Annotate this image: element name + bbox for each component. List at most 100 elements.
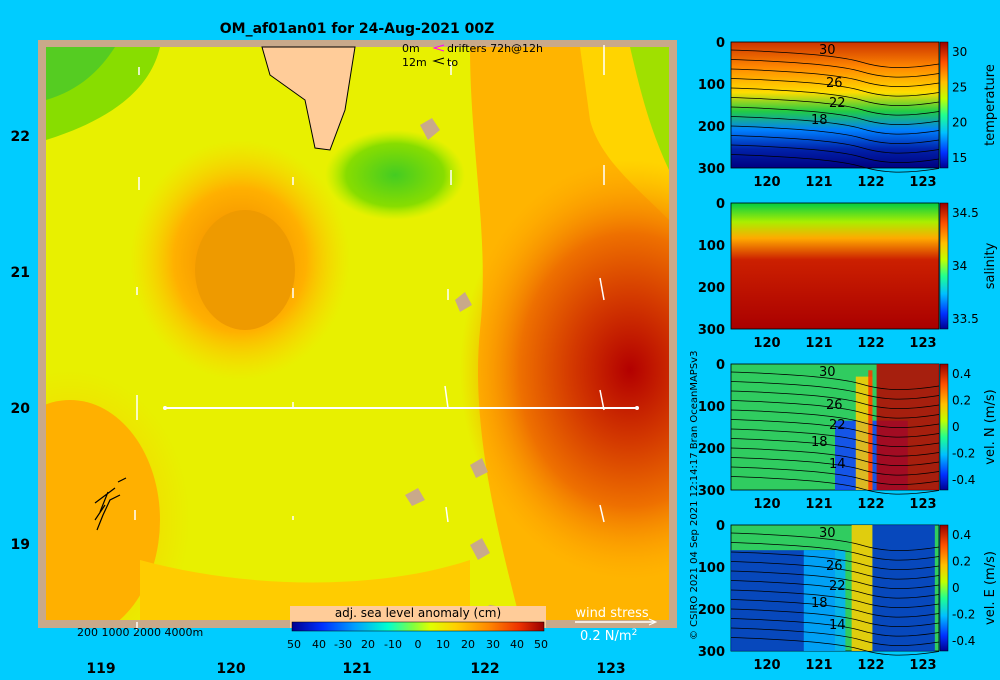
contour-line	[730, 589, 940, 608]
panel-x-tick: 121	[805, 336, 832, 351]
contour-line	[730, 116, 940, 135]
panel-cbar-tick: 0	[952, 420, 960, 434]
panel-x-tick: 120	[753, 336, 780, 351]
panel-y-tick: 300	[698, 645, 725, 660]
panel-colorbar	[939, 363, 949, 491]
colorbar-tick: 10	[436, 638, 450, 651]
panel-cbar-tick: 0.4	[952, 367, 971, 381]
map-y-axis: 22 21 20 19	[11, 129, 31, 553]
map-x-tick: 121	[342, 661, 371, 677]
contour-line	[730, 608, 940, 627]
contour-label: 26	[826, 559, 843, 574]
contour-line	[730, 627, 940, 646]
panel-cbar-tick: 0.2	[952, 394, 971, 408]
panel-label: salinity	[983, 242, 998, 289]
contour-label: 22	[829, 96, 846, 111]
panel-cbar-tick: 0.4	[952, 528, 971, 542]
panel-y-tick: 100	[698, 239, 725, 254]
wind-stress-title: wind stress	[575, 606, 649, 621]
panel-x-tick: 122	[857, 175, 884, 190]
colorbar-gradient	[291, 621, 545, 632]
panel-y-tick: 0	[716, 519, 725, 534]
contour-line	[730, 78, 940, 97]
contour-line	[730, 49, 940, 68]
panel-cbar-tick: -0.4	[952, 473, 975, 487]
drifter-legend-to: to	[447, 56, 458, 69]
colorbar-tick: 20	[361, 638, 375, 651]
panel-cbar-tick: 33.5	[952, 312, 979, 326]
panel-x-tick: 121	[805, 658, 832, 673]
panel-y-tick: 0	[716, 197, 725, 212]
contour-line	[730, 551, 940, 570]
panel-cbar-tick: -0.4	[952, 634, 975, 648]
panel-colorbar	[939, 41, 949, 169]
map-x-tick: 119	[86, 661, 115, 677]
panel-cbar-tick: 25	[952, 80, 967, 94]
panel-x-tick: 121	[805, 175, 832, 190]
contour-line	[730, 561, 940, 580]
contour-label: 26	[826, 398, 843, 413]
panel-cbar-tick: 34	[952, 259, 967, 273]
contour-line	[730, 532, 940, 551]
panel-y-tick: 100	[698, 400, 725, 415]
contour-label: 14	[829, 618, 846, 633]
panel-y-tick: 300	[698, 162, 725, 177]
panel-x-tick: 121	[805, 497, 832, 512]
colorbar-tick: 40	[510, 638, 524, 651]
contour-line	[730, 59, 940, 78]
panel-label: vel. N (m/s)	[983, 389, 998, 464]
panel-colorbar	[939, 202, 949, 330]
panel-y-tick: 100	[698, 561, 725, 576]
panel-colorbar	[939, 524, 949, 652]
panel-cbar-tick: -0.2	[952, 447, 975, 461]
wind-stress-scale: 0.2 N/m2	[580, 628, 637, 644]
contour-line	[730, 371, 940, 390]
contour-line	[730, 466, 940, 485]
panel-y-tick: 200	[698, 603, 725, 618]
contour-line	[730, 570, 940, 589]
panel-salinity: 0 100 200 300 120 121 122 123 34.5 34 33.5 salinity	[698, 197, 998, 351]
contour-line	[730, 97, 940, 116]
colorbar-tick: 50	[287, 638, 301, 651]
panel-x-tick: 120	[753, 497, 780, 512]
panel-field	[730, 41, 940, 169]
map-y-tick: 22	[11, 129, 30, 145]
contour-label: 30	[819, 43, 836, 58]
panel-x-tick: 123	[909, 336, 936, 351]
panel-label: vel. E (m/s)	[983, 551, 998, 625]
contour-line	[730, 618, 940, 637]
contour-line	[730, 390, 940, 409]
colorbar-tick: 50	[534, 638, 548, 651]
copyright-label: © CSIRO 2021 04 Sep 2021 12:14:17 Bran O…	[689, 351, 700, 640]
panel-x-tick: 123	[909, 175, 936, 190]
contour-line	[730, 457, 940, 476]
contour-label: 14	[829, 457, 846, 472]
map-x-tick: 120	[216, 661, 245, 677]
panel-y-tick: 0	[716, 358, 725, 373]
colorbar-tick: 0	[415, 638, 422, 651]
sla-colorbar: adj. sea level anomaly (cm) 50 40 -30 20…	[287, 606, 548, 651]
contour-line	[730, 476, 940, 495]
contour-line	[730, 428, 940, 447]
map-y-tick: 19	[11, 537, 30, 553]
drifter-legend: 0m 12m drifters 72h@12h to	[402, 42, 543, 69]
panel-cbar-tick: 0	[952, 581, 960, 595]
contour-label: 18	[811, 596, 828, 611]
panel-cbar-tick: 30	[952, 45, 967, 59]
panel-y-tick: 200	[698, 442, 725, 457]
panel-cbar-tick: 34.5	[952, 206, 979, 220]
depth-scale-label: 200 1000 2000 4000m	[77, 626, 203, 639]
contour-line	[730, 87, 940, 106]
panel-y-tick: 100	[698, 78, 725, 93]
colorbar-tick: -30	[334, 638, 352, 651]
panel-label: temperature	[983, 64, 998, 146]
panel-feature	[868, 370, 873, 490]
contour-line	[730, 400, 940, 419]
contour-line	[730, 447, 940, 466]
main-map: 119 120 121 122 123 22 21 20 19 0m 12m d…	[11, 40, 677, 677]
panel-x-tick: 123	[909, 497, 936, 512]
drifter-depth-12: 12m	[402, 56, 427, 69]
